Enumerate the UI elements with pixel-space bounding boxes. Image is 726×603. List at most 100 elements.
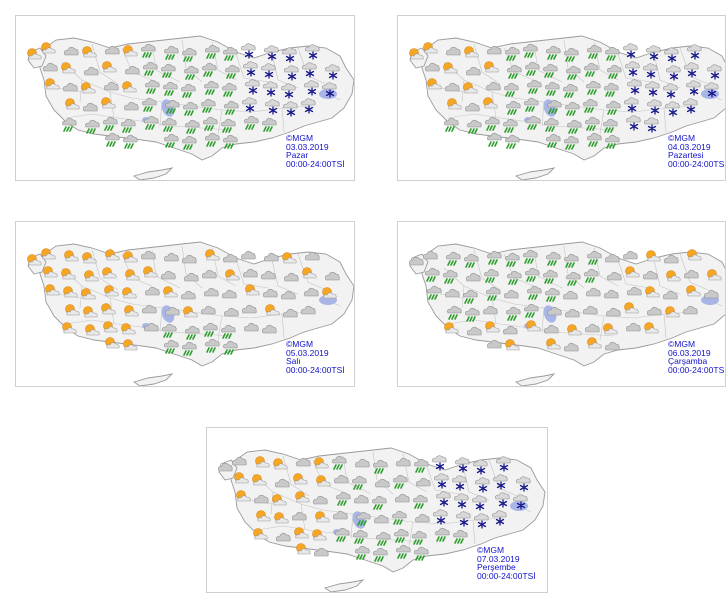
snow-icon bbox=[434, 473, 449, 489]
rain-icon bbox=[356, 511, 371, 526]
snow-icon bbox=[645, 81, 660, 97]
cloud-icon bbox=[125, 65, 140, 75]
cloud-icon bbox=[643, 270, 658, 280]
forecast-time-range: 00:00-24:00TSİ bbox=[477, 570, 536, 581]
cloud-icon bbox=[276, 532, 291, 542]
cloud-icon bbox=[242, 304, 257, 314]
weather-map-panel-1: ©MGM 03.03.2019 Pazar 00:00-24:00TSİ bbox=[15, 15, 355, 181]
cloud-icon bbox=[583, 305, 598, 315]
sun-cloud-icon bbox=[125, 269, 140, 281]
sun-cloud-icon bbox=[293, 473, 308, 485]
forecast-time-range: 00:00-24:00TSİ bbox=[286, 364, 345, 375]
cloud-icon bbox=[164, 252, 179, 262]
rain-icon bbox=[182, 135, 197, 150]
rain-icon bbox=[223, 340, 238, 355]
rain-icon bbox=[563, 83, 578, 98]
rain-icon bbox=[85, 119, 100, 134]
rain-icon bbox=[507, 270, 522, 285]
forecast-day: Perşembe bbox=[477, 562, 516, 573]
cloud-icon bbox=[465, 102, 480, 112]
rain-icon bbox=[372, 495, 387, 510]
sun-cloud-icon bbox=[443, 62, 458, 74]
sun-cloud-icon bbox=[274, 512, 289, 524]
cloud-icon bbox=[423, 250, 438, 260]
cyprus-landmass bbox=[323, 579, 365, 592]
snow-icon bbox=[454, 493, 469, 509]
forecast-day: Pazartesi bbox=[668, 150, 704, 161]
rain-icon bbox=[392, 510, 407, 525]
sun-cloud-icon bbox=[163, 286, 178, 298]
rain-icon bbox=[184, 65, 199, 80]
rain-icon bbox=[352, 475, 367, 490]
rain-icon bbox=[484, 268, 499, 283]
cloud-icon bbox=[296, 457, 311, 467]
cloud-icon bbox=[222, 289, 237, 299]
cloud-icon bbox=[544, 324, 559, 334]
weather-icons bbox=[218, 455, 531, 562]
cloud-icon bbox=[395, 493, 410, 503]
rain-icon bbox=[185, 325, 200, 340]
sun-cloud-icon bbox=[666, 270, 681, 282]
rain-icon bbox=[244, 115, 259, 130]
rain-icon bbox=[587, 250, 602, 265]
snow-icon bbox=[241, 43, 256, 59]
rain-icon bbox=[414, 546, 429, 561]
rain-icon bbox=[62, 117, 77, 132]
sun-cloud-icon bbox=[587, 337, 602, 349]
sun-cloud-icon bbox=[234, 472, 249, 484]
cloud-icon bbox=[605, 253, 620, 263]
snow-icon bbox=[436, 491, 451, 507]
sun-cloud-icon bbox=[546, 338, 561, 350]
rain-icon bbox=[164, 133, 179, 148]
rain-icon bbox=[335, 527, 350, 542]
turkey-map bbox=[27, 241, 354, 386]
rain-icon bbox=[202, 62, 217, 77]
forecast-day: Çarşamba bbox=[668, 356, 708, 367]
cloud-icon bbox=[586, 287, 601, 297]
rain-icon bbox=[185, 119, 200, 134]
rain-icon bbox=[504, 82, 519, 97]
snow-icon bbox=[683, 98, 698, 114]
rain-icon bbox=[447, 305, 462, 320]
rain-icon bbox=[165, 99, 180, 114]
rain-icon bbox=[485, 116, 500, 131]
turkey-map bbox=[409, 35, 725, 180]
cloud-icon bbox=[262, 324, 277, 334]
sun-cloud-icon bbox=[447, 98, 462, 110]
rain-icon bbox=[526, 115, 541, 130]
snow-icon bbox=[433, 509, 448, 525]
rain-icon bbox=[564, 135, 579, 150]
cloud-icon bbox=[304, 287, 319, 297]
copyright-label: ©MGM bbox=[286, 339, 314, 349]
cloud-icon bbox=[607, 271, 622, 281]
snow-icon bbox=[284, 65, 299, 81]
sun-cloud-icon bbox=[322, 287, 337, 299]
rain-icon bbox=[221, 324, 236, 339]
forecast-time-range: 00:00-24:00TSİ bbox=[286, 158, 345, 169]
cloud-icon bbox=[124, 101, 139, 111]
cloud-icon bbox=[218, 462, 233, 472]
cloud-icon bbox=[292, 511, 307, 521]
snow-icon bbox=[283, 101, 298, 117]
rain-icon bbox=[446, 251, 461, 266]
sun-cloud-icon bbox=[63, 286, 78, 298]
snow-icon bbox=[322, 82, 337, 98]
cloud-icon bbox=[585, 323, 600, 333]
rain-icon bbox=[543, 269, 558, 284]
map-caption: ©MGM 07.03.2019 Perşembe 00:00-24:00TSİ bbox=[477, 546, 536, 580]
rain-icon bbox=[224, 100, 239, 115]
copyright-label: ©MGM bbox=[286, 133, 314, 143]
cloud-icon bbox=[445, 82, 460, 92]
rain-icon bbox=[525, 61, 540, 76]
rain-icon bbox=[221, 118, 236, 133]
sun-cloud-icon bbox=[45, 78, 60, 90]
copyright-label: ©MGM bbox=[477, 545, 505, 555]
forecast-date: 04.03.2019 bbox=[668, 141, 711, 152]
cloud-icon bbox=[223, 253, 238, 263]
snow-icon bbox=[475, 477, 490, 493]
snow-icon bbox=[665, 101, 680, 117]
rain-icon bbox=[162, 323, 177, 338]
cloud-icon bbox=[664, 254, 679, 264]
snow-icon bbox=[624, 97, 639, 113]
rain-icon bbox=[505, 134, 520, 149]
